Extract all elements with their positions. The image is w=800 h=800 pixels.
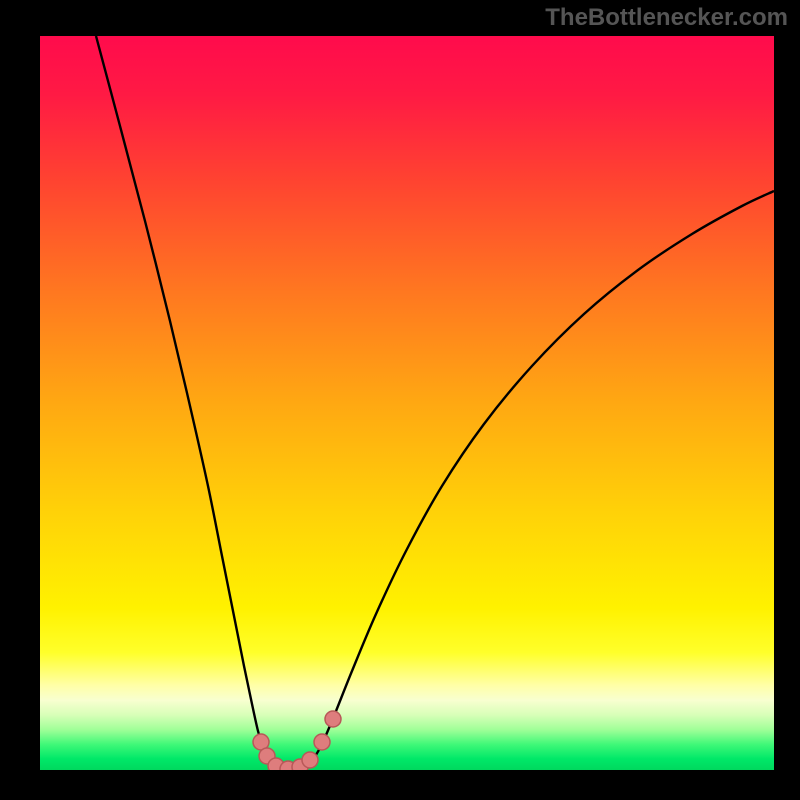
curve-marker xyxy=(302,752,318,768)
plot-area xyxy=(40,36,774,777)
curve-marker xyxy=(314,734,330,750)
curve-marker xyxy=(325,711,341,727)
watermark-text: TheBottlenecker.com xyxy=(545,4,788,32)
gradient-background xyxy=(40,36,774,770)
bottleneck-chart xyxy=(0,0,800,800)
